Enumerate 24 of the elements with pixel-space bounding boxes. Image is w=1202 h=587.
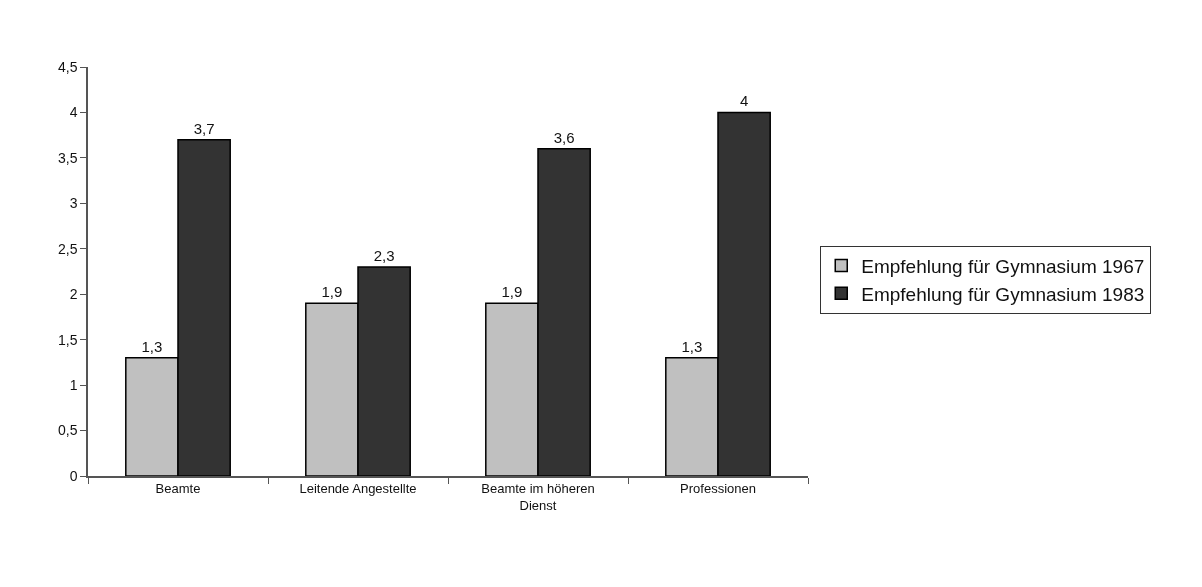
y-tick-label: 4,5	[57, 58, 78, 75]
data-label: 3,7	[193, 119, 215, 137]
y-tick-label: 3,5	[57, 149, 78, 166]
y-tick-label: 0,5	[57, 422, 78, 439]
data-label: 1,3	[141, 337, 163, 355]
y-tick-label: 1	[69, 377, 78, 394]
data-label: 2,3	[373, 246, 395, 264]
data-label: 1,3	[681, 337, 703, 355]
y-tick-label: 2,5	[57, 240, 78, 257]
x-tick-label: Leitende Angestellte	[299, 481, 417, 497]
x-tick-label: Professionen	[680, 481, 756, 497]
y-tick-label: 2	[69, 286, 78, 303]
data-label: 1,9	[501, 283, 523, 301]
data-label: 1,9	[321, 283, 343, 301]
y-tick-label: 1,5	[57, 331, 78, 348]
y-tick-label: 3	[69, 195, 78, 212]
data-label: 4	[739, 92, 749, 110]
legend-label: Empfehlung für Gymnasium 1983	[861, 283, 1145, 305]
y-tick-label: 0	[69, 467, 78, 484]
x-tick-label: Beamte	[155, 481, 201, 497]
legend-label: Empfehlung für Gymnasium 1967	[861, 255, 1145, 277]
data-label: 3,6	[553, 128, 575, 146]
y-tick-label: 4	[69, 104, 78, 121]
x-tick-label: Beamte im höheren Dienst	[481, 481, 595, 514]
